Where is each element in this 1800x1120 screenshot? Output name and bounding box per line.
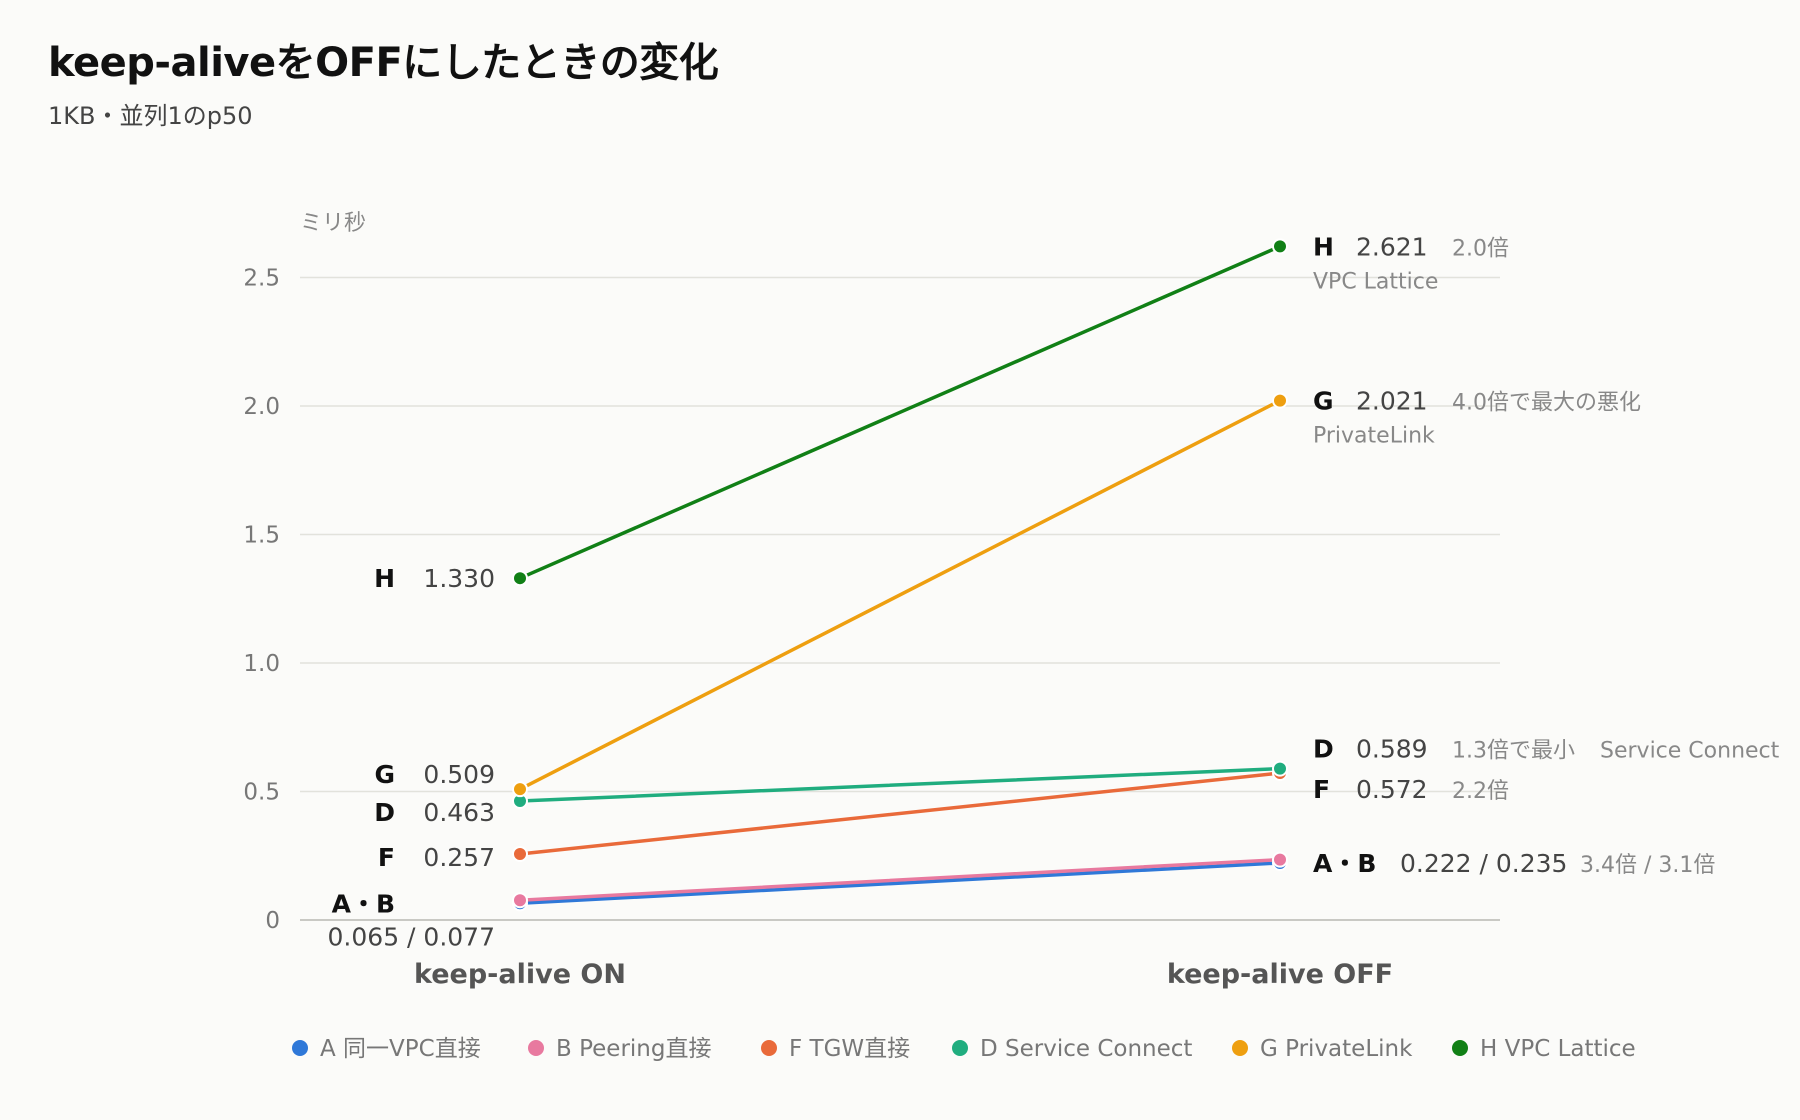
series-line-f (518, 771, 1282, 856)
right-label-letter: D (1313, 735, 1334, 764)
right-label-value: 2.621 (1356, 232, 1428, 261)
data-point-h-on (512, 570, 528, 587)
series-line-a (518, 861, 1282, 906)
right-label-subtitle: PrivateLink (1313, 424, 1435, 449)
right-label-letter: F (1313, 775, 1330, 804)
series-line-b (518, 857, 1282, 902)
right-label-letter: H (1313, 232, 1334, 261)
chart-subtitle: 1KB・並列1のp50 (48, 102, 253, 130)
right-label-value: 0.222 / 0.235 (1400, 849, 1567, 878)
right-label-note: 4.0倍で最大の悪化 (1452, 391, 1641, 416)
y-axis-unit-label: ミリ秒 (300, 211, 366, 236)
right-label-subtitle: VPC Lattice (1313, 269, 1438, 294)
right-label-note: 2.2倍 (1452, 779, 1509, 804)
y-tick-label: 2.5 (243, 266, 280, 292)
legend-label-a: A 同一VPC直接 (320, 1036, 481, 1062)
right-label-value: 0.572 (1356, 775, 1428, 804)
data-point-d-off (1272, 760, 1288, 777)
legend-swatch-d (952, 1040, 968, 1056)
legend-swatch-g (1232, 1040, 1248, 1056)
y-tick-label: 1.0 (243, 651, 280, 677)
right-label-letter: A・B (1313, 849, 1376, 878)
y-tick-label: 0.5 (243, 780, 280, 806)
left-label-letter: D (374, 798, 395, 827)
left-label-value: 1.330 (423, 564, 495, 593)
data-point-b-off (1272, 851, 1288, 868)
right-label-note: Service Connect (1600, 739, 1780, 764)
left-label-letter: F (378, 843, 395, 872)
legend-label-f: F TGW直接 (789, 1036, 910, 1062)
right-label-value: 2.021 (1356, 387, 1428, 416)
legend-swatch-h (1452, 1040, 1468, 1056)
data-point-b-on (512, 892, 528, 909)
right-label-letter: G (1313, 387, 1334, 416)
right-label-note: 1.3倍で最小 (1452, 739, 1575, 764)
series-line-g (518, 398, 1282, 791)
right-label-value: 0.589 (1356, 735, 1428, 764)
chart-title: keep-aliveをOFFにしたときの変化 (48, 40, 719, 86)
legend-label-h: H VPC Lattice (1480, 1036, 1636, 1062)
y-tick-label: 0 (265, 908, 280, 934)
left-label-letter: H (374, 564, 395, 593)
legend-swatch-b (528, 1040, 544, 1056)
x-category-label: keep-alive OFF (1167, 959, 1393, 990)
x-category-label: keep-alive ON (414, 959, 626, 990)
legend-swatch-a (292, 1040, 308, 1056)
left-label-letter: G (374, 760, 395, 789)
data-point-h-off (1272, 238, 1288, 255)
left-label-value: 0.257 (423, 843, 495, 872)
y-tick-label: 1.5 (243, 523, 280, 549)
left-label-value: 0.463 (423, 798, 495, 827)
legend-label-b: B Peering直接 (556, 1036, 711, 1062)
left-label-value: 0.509 (423, 760, 495, 789)
data-point-g-off (1272, 392, 1288, 409)
right-label-note: 3.4倍 / 3.1倍 (1580, 853, 1715, 878)
legend-swatch-f (761, 1040, 777, 1056)
right-label-note: 2.0倍 (1452, 236, 1509, 261)
y-tick-label: 2.0 (243, 394, 280, 420)
left-label-value: 0.065 / 0.077 (328, 922, 495, 951)
series-line-d (518, 766, 1282, 803)
series-line-h (518, 244, 1282, 580)
data-point-g-on (512, 781, 528, 798)
legend-label-g: G PrivateLink (1260, 1036, 1413, 1062)
data-point-f-on (512, 845, 528, 862)
legend-label-d: D Service Connect (980, 1036, 1192, 1062)
left-label-letter: A・B (332, 889, 395, 918)
